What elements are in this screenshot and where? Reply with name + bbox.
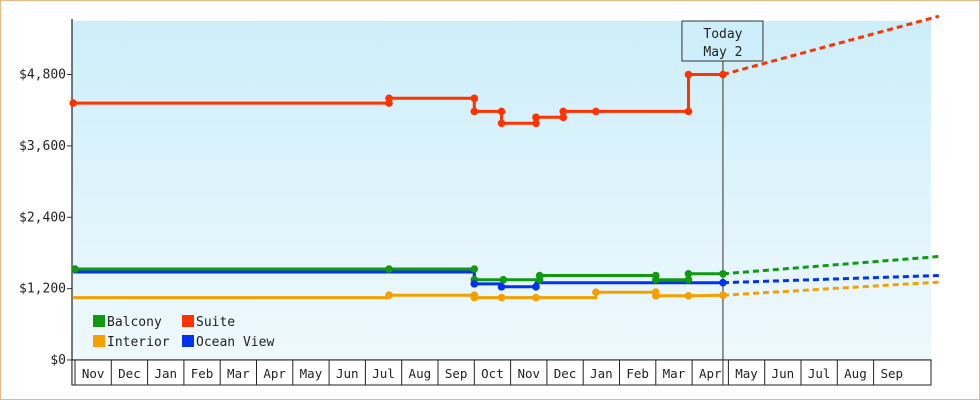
data-point-suite [684,70,693,79]
data-point-balcony [684,275,693,284]
y-tick-label: $3,600 [19,139,66,154]
data-point-balcony [719,269,727,278]
x-tick-label: Dec [118,366,141,381]
y-tick-label: $2,400 [19,210,66,225]
x-tick-label: Aug [844,366,867,381]
data-point-interior [385,291,393,299]
x-tick-label: Oct [481,366,504,381]
data-point-suite [497,119,506,128]
legend-label: Ocean View [196,335,274,350]
x-tick-label: Jun [772,366,795,381]
data-point-balcony [684,269,693,278]
y-tick-label: $0 [50,353,66,368]
legend-label: Suite [196,315,235,330]
x-tick-label: Nov [517,366,540,381]
data-point-suite [470,107,479,116]
data-point-ocean-view [532,283,540,291]
x-tick-label: May [300,366,323,381]
legend-swatch [182,335,194,347]
data-point-ocean-view [497,283,506,291]
forecast-line-balcony [722,255,940,276]
x-tick-label: Jan [590,366,613,381]
data-point-suite [69,99,77,107]
x-tick-label: May [735,366,758,381]
forecast-line-ocean-view [722,274,939,285]
data-point-suite [470,94,479,103]
x-tick-label: Nov [82,366,105,381]
x-tick-label: Sep [880,366,903,381]
x-tick-label: Sep [445,366,468,381]
data-point-balcony [652,275,660,284]
x-tick-label: Apr [263,366,286,381]
x-axis-band [71,359,932,386]
y-tick-label: $1,200 [19,282,66,297]
x-tick-label: Mar [227,366,250,381]
plot-area [72,21,931,360]
legend-swatch [93,315,105,327]
data-point-suite [497,107,506,116]
x-tick-label: Apr [699,366,722,381]
data-point-ocean-view [719,278,727,287]
data-point-interior [684,291,693,300]
data-point-suite [592,107,600,116]
data-point-suite [559,107,568,116]
data-point-interior [497,293,506,302]
x-tick-label: Mar [663,366,686,381]
data-point-suite [559,113,568,122]
x-tick-label: Feb [626,366,649,381]
x-tick-label: Aug [409,366,432,381]
x-tick-label: Dec [554,366,577,381]
data-point-balcony [385,265,393,273]
x-tick-label: Jul [372,366,395,381]
legend-swatch [182,315,194,327]
legend-label: Balcony [107,315,162,330]
data-point-interior [592,288,600,297]
data-point-interior [470,293,479,302]
data-point-suite [532,113,540,122]
data-point-suite [385,94,393,103]
data-point-suite [532,119,540,128]
today-label: Today [703,27,742,42]
today-box [681,20,764,62]
data-point-interior [719,291,727,299]
data-point-balcony [470,265,479,273]
today-label: May 2 [703,45,742,60]
y-tick-label: $4,800 [19,68,66,83]
data-point-balcony [499,275,508,284]
data-point-suite [719,70,727,79]
x-tick-label: Jun [336,366,359,381]
data-point-suite [684,107,693,116]
x-tick-label: Jul [808,366,831,381]
legend-swatch [93,335,105,347]
forecast-line-interior [722,280,939,297]
data-point-interior [652,291,660,300]
data-point-balcony [71,265,79,273]
x-tick-label: Feb [191,366,214,381]
x-tick-label: Jan [154,366,177,381]
data-point-interior [532,293,540,302]
legend-label: Interior [107,335,170,350]
data-point-balcony [535,271,544,280]
data-point-ocean-view [470,280,479,288]
forecast-line-suite [722,14,940,76]
